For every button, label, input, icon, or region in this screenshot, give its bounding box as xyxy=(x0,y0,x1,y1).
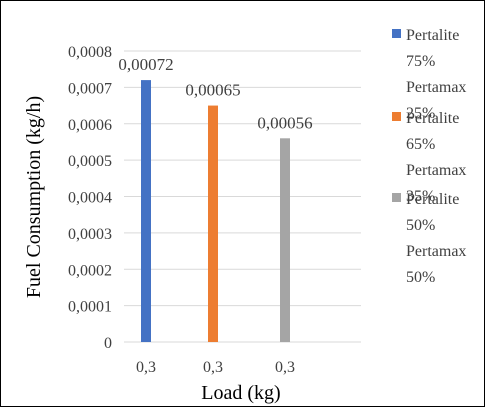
y-tick-label: 0,0008 xyxy=(68,44,112,61)
bars xyxy=(141,80,290,342)
x-tick-labels: 0,3 0,3 0,3 xyxy=(136,359,295,376)
bar xyxy=(141,80,151,342)
y-tick-label: 0,0003 xyxy=(68,226,112,243)
x-tick-label: 0,3 xyxy=(136,359,156,376)
legend-label: 25% xyxy=(406,105,435,122)
legend-label: 75% xyxy=(406,53,435,70)
legend-swatch xyxy=(392,193,401,202)
y-tick-label: 0,0006 xyxy=(68,117,112,134)
legend-label: Pertalite xyxy=(406,27,459,44)
legend-label: Pertalite xyxy=(406,191,459,208)
y-tick-label: 0,0001 xyxy=(68,299,112,316)
y-tick-label: 0,0004 xyxy=(68,190,112,207)
legend-label: Pertalite xyxy=(406,110,459,127)
x-tick-label: 0,3 xyxy=(203,359,223,376)
y-tick-label: 0,0005 xyxy=(68,153,112,170)
legend-label: Pertamax xyxy=(406,243,466,260)
legend-swatch xyxy=(392,29,401,38)
legend-label: 50% xyxy=(406,269,435,286)
y-axis-title: Fuel Consumption (kg/h) xyxy=(23,96,45,298)
data-label: 0,00072 xyxy=(118,55,173,74)
y-tick-label: 0,0007 xyxy=(68,80,112,97)
legend-label: Pertamax xyxy=(406,162,466,179)
data-label: 0,00065 xyxy=(185,81,240,100)
x-tick-label: 0,3 xyxy=(275,359,295,376)
bar xyxy=(208,105,218,342)
legend-label: 35% xyxy=(406,188,435,205)
y-tick-labels: 0 0,0001 0,0002 0,0003 0,0004 0,0005 0,0006 0,0… xyxy=(68,44,112,352)
legend-label: Pertamax xyxy=(406,79,466,96)
legend: Pertalite75%Pertamax25%Pertalite65%Perta… xyxy=(392,27,466,286)
gridlines xyxy=(124,50,361,343)
y-tick-label: 0 xyxy=(104,335,112,352)
legend-label: 65% xyxy=(406,136,435,153)
y-tick-label: 0,0002 xyxy=(68,262,112,279)
legend-swatch xyxy=(392,112,401,121)
data-label: 0,00056 xyxy=(257,113,312,132)
x-axis-title: Load (kg) xyxy=(201,382,280,404)
bar xyxy=(280,138,290,342)
data-labels: 0,00072 0,00065 0,00056 xyxy=(118,55,312,132)
legend-label: 50% xyxy=(406,217,435,234)
